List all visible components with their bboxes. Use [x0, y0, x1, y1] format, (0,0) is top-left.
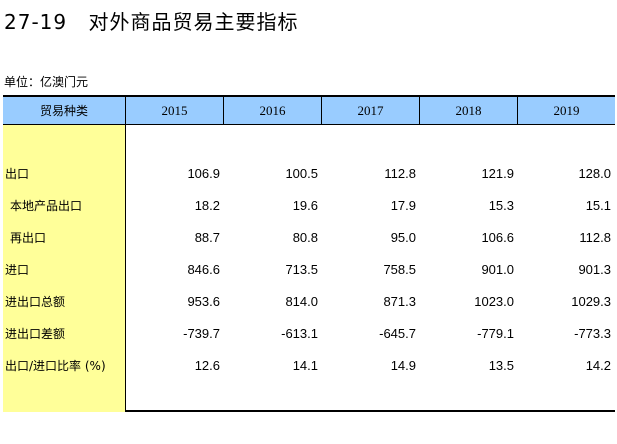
label-column: [3, 125, 126, 412]
table-row: 再出口 88.7 80.8 95.0 106.6 112.8: [3, 228, 615, 246]
header-year-2019: 2019: [553, 102, 580, 118]
row-label: 本地产品出口: [10, 198, 83, 213]
header-year-2016: 2016: [224, 97, 322, 124]
cell-value: 713.5: [285, 261, 318, 277]
cell-value: 12.6: [194, 357, 220, 373]
table-header: 贸易种类 2015 2016 2017 2018 2019: [3, 97, 615, 125]
cell-value: 100.5: [285, 165, 318, 181]
cell-value: 112.8: [579, 229, 611, 245]
cell-value: 18.2: [194, 197, 220, 213]
cell-value: 19.6: [292, 197, 318, 213]
cell-value: 95.0: [390, 229, 416, 245]
cell-value: 758.5: [383, 261, 416, 277]
cell-value: 17.9: [390, 197, 416, 213]
trade-indicators-table: 贸易种类 2015 2016 2017 2018 2019 出口 106.9 1…: [3, 95, 615, 412]
cell-value: 901.0: [481, 261, 514, 277]
cell-value: 1023.0: [474, 293, 514, 309]
cell-value: 901.3: [578, 261, 611, 277]
cell-value: 112.8: [384, 165, 416, 181]
page-title: 27-19 对外商品贸易主要指标: [4, 6, 298, 35]
cell-value: -779.1: [477, 325, 514, 341]
unit-label: 单位：亿澳门元: [4, 75, 89, 89]
cell-value: 846.6: [187, 261, 220, 277]
cell-value: 953.6: [187, 293, 220, 309]
cell-value: 15.3: [488, 197, 514, 213]
row-label: 出口/进口比率 (%): [5, 358, 106, 373]
row-label: 进出口总额: [5, 294, 66, 309]
cell-value: 106.9: [187, 165, 220, 181]
header-year-2017: 2017: [322, 97, 420, 124]
table-row: 进口 846.6 713.5 758.5 901.0 901.3: [3, 260, 615, 278]
row-label: 出口: [5, 166, 30, 181]
table-row: 进出口差额 -739.7 -613.1 -645.7 -779.1 -773.3: [3, 324, 615, 342]
cell-value: -613.1: [281, 325, 318, 341]
table-row: 进出口总额 953.6 814.0 871.3 1023.0 1029.3: [3, 292, 615, 310]
cell-value: 14.2: [585, 357, 611, 373]
row-label: 进口: [5, 262, 30, 277]
table-row: 本地产品出口 18.2 19.6 17.9 15.3 15.1: [3, 196, 615, 214]
table-row: 出口/进口比率 (%) 12.6 14.1 14.9 13.5 14.2: [3, 356, 615, 374]
cell-value: 13.5: [488, 357, 514, 373]
cell-value: 814.0: [285, 293, 318, 309]
cell-value: 871.3: [383, 293, 416, 309]
header-category: 贸易种类: [3, 97, 126, 124]
cell-value: 106.6: [481, 229, 514, 245]
header-year-2015: 2015: [126, 97, 224, 124]
table-row: 出口 106.9 100.5 112.8 121.9 128.0: [3, 164, 615, 182]
cell-value: 1029.3: [571, 293, 611, 309]
cell-value: 128.0: [578, 165, 611, 181]
cell-value: -739.7: [183, 325, 220, 341]
cell-value: 15.1: [585, 197, 611, 213]
cell-value: 80.8: [292, 229, 318, 245]
cell-value: 88.7: [194, 229, 220, 245]
row-label: 再出口: [10, 230, 47, 245]
header-year-2018: 2018: [420, 97, 518, 124]
cell-value: 14.9: [390, 357, 416, 373]
cell-value: 14.1: [292, 357, 318, 373]
cell-value: 121.9: [481, 165, 514, 181]
cell-value: -645.7: [379, 325, 416, 341]
table-number: 27-19: [4, 10, 68, 34]
table-title: 对外商品贸易主要指标: [88, 10, 299, 34]
row-label: 进出口差额: [5, 326, 66, 341]
cell-value: -773.3: [574, 325, 611, 341]
